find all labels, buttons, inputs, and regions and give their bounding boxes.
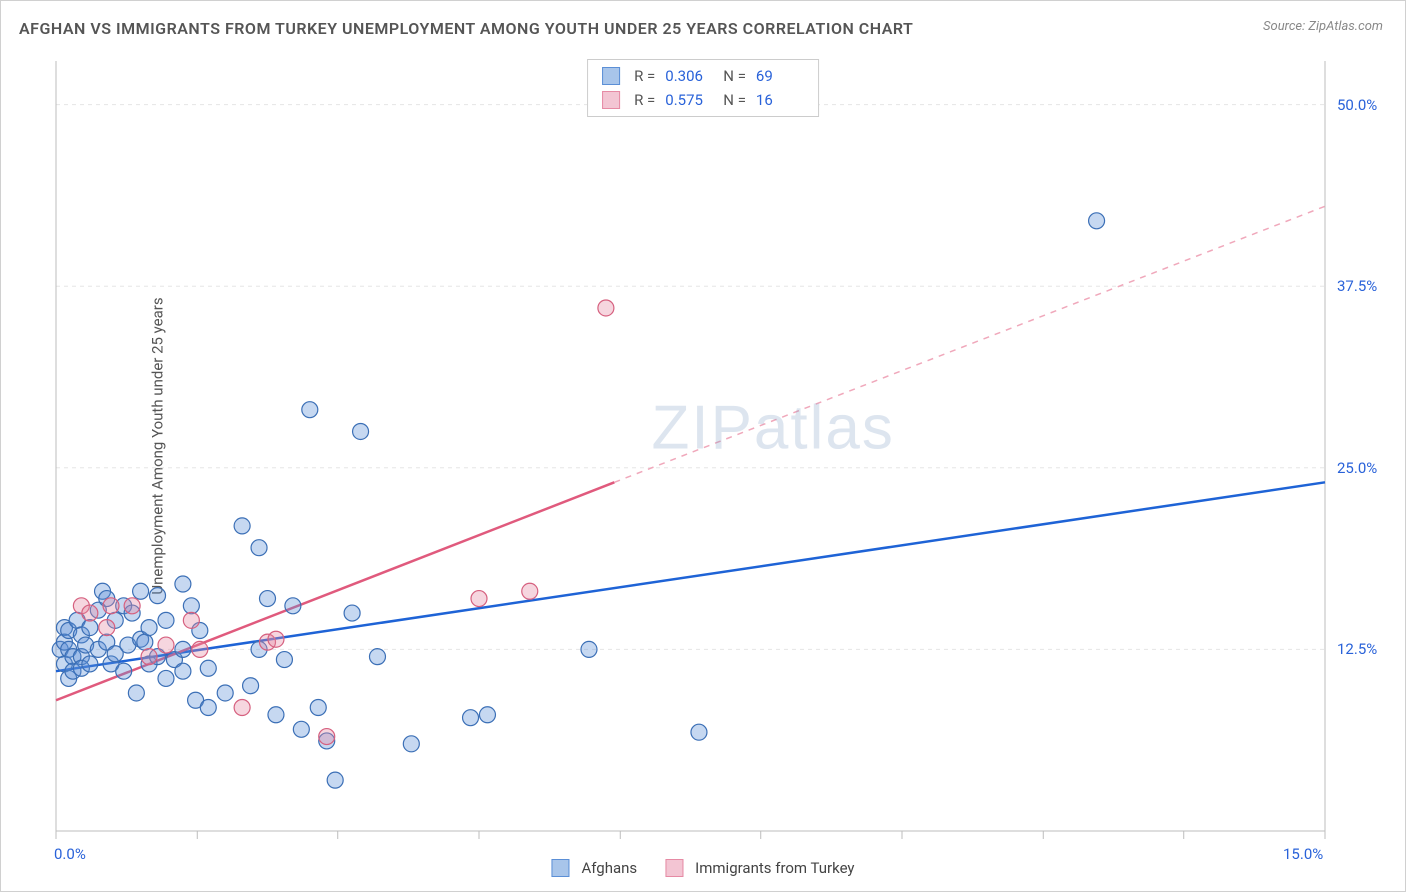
stats-legend: R = 0.306 N = 69 R = 0.575 N = 16 (587, 59, 819, 117)
stats-row-turkey: R = 0.575 N = 16 (602, 88, 804, 112)
series-legend: Afghans Immigrants from Turkey (551, 859, 854, 877)
legend-swatch-turkey (665, 859, 683, 877)
stat-n-turkey: 16 (756, 88, 804, 112)
stat-n-afghans: 69 (756, 64, 804, 88)
y-tick-2: 37.5% (1337, 277, 1377, 295)
scatter-plot-svg (51, 56, 1395, 841)
legend-item-afghans: Afghans (551, 859, 637, 877)
legend-swatch-turkey (602, 91, 620, 109)
stat-label-r: R = (634, 88, 655, 112)
legend-label-turkey: Immigrants from Turkey (695, 859, 854, 877)
y-tick-3: 50.0% (1337, 96, 1377, 114)
stat-label-n: N = (723, 88, 746, 112)
chart-title: AFGHAN VS IMMIGRANTS FROM TURKEY UNEMPLO… (19, 19, 913, 38)
x-tick-max: 15.0% (1283, 845, 1323, 863)
legend-swatch-afghans (602, 67, 620, 85)
stat-r-afghans: 0.306 (665, 64, 713, 88)
legend-item-turkey: Immigrants from Turkey (665, 859, 854, 877)
stat-r-turkey: 0.575 (665, 88, 713, 112)
stat-label-n: N = (723, 64, 746, 88)
y-tick-0: 12.5% (1337, 640, 1377, 658)
plot-area (51, 56, 1395, 841)
x-tick-min: 0.0% (54, 845, 86, 863)
stats-row-afghans: R = 0.306 N = 69 (602, 64, 804, 88)
correlation-chart: AFGHAN VS IMMIGRANTS FROM TURKEY UNEMPLO… (0, 0, 1406, 892)
stat-label-r: R = (634, 64, 655, 88)
y-tick-1: 25.0% (1337, 459, 1377, 477)
legend-swatch-afghans (551, 859, 569, 877)
legend-label-afghans: Afghans (581, 859, 637, 877)
source-label: Source: ZipAtlas.com (1263, 19, 1383, 34)
